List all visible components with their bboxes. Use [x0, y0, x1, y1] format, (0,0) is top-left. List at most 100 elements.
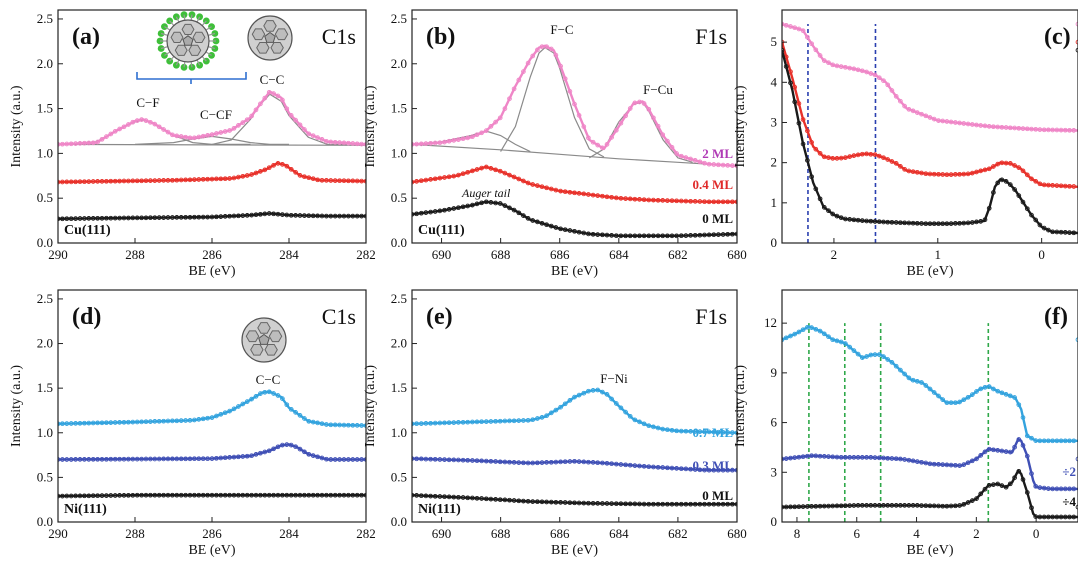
data-point [516, 176, 522, 182]
data-point [651, 464, 656, 470]
bond [207, 46, 216, 50]
data-point [881, 78, 886, 84]
data-point [618, 405, 624, 411]
data-point [218, 130, 224, 135]
data-point [706, 161, 712, 167]
data-point [192, 492, 197, 498]
data-point [843, 155, 848, 160]
data-point [530, 182, 536, 187]
data-point [674, 198, 679, 204]
cage-ring [250, 344, 264, 356]
data-point [192, 214, 197, 220]
cage-ring [170, 31, 184, 43]
data-point [451, 494, 457, 500]
data-point [112, 493, 118, 498]
data-point [240, 401, 246, 407]
data-point [95, 456, 100, 462]
plot-frame [57, 289, 367, 523]
data-point [562, 76, 568, 82]
data-point [479, 200, 484, 206]
y-tick-label: 2.5 [391, 291, 407, 306]
data-point [227, 455, 232, 460]
data-point [148, 178, 153, 183]
fluorine-atom [208, 51, 215, 59]
data-point [809, 41, 814, 47]
data-point [262, 389, 268, 395]
data-point [725, 467, 731, 473]
data-point [688, 198, 693, 204]
data-point [830, 503, 836, 509]
data-point [363, 457, 366, 462]
y-tick-label: 0.5 [391, 190, 407, 205]
data-point [456, 420, 461, 425]
data-point [280, 492, 285, 498]
data-point [889, 503, 895, 508]
data-point [697, 467, 703, 473]
data-point [834, 338, 840, 344]
data-point [315, 213, 320, 219]
data-point [521, 498, 526, 504]
data-point [187, 135, 193, 141]
plot-area [412, 387, 737, 507]
data-point [423, 456, 429, 462]
data-point [986, 483, 992, 488]
data-point [214, 176, 219, 182]
data-point [1037, 485, 1043, 490]
data-point [483, 419, 489, 424]
data-point [112, 178, 118, 184]
data-point [108, 131, 114, 137]
data-point [341, 422, 347, 428]
data-point [196, 134, 202, 140]
data-point [627, 106, 633, 111]
data-point [843, 216, 848, 222]
data-point [507, 459, 512, 465]
data-point [572, 101, 577, 107]
data-point [604, 392, 610, 397]
data-point [783, 335, 789, 341]
data-point [948, 119, 954, 125]
data-point [525, 216, 531, 221]
data-point [437, 457, 443, 462]
cage-ring [256, 42, 270, 54]
x-tick-label: 2 [973, 526, 980, 541]
data-point [623, 409, 628, 415]
data-point [143, 456, 149, 462]
data-point [249, 172, 254, 177]
data-point [231, 125, 237, 131]
data-point [170, 492, 175, 498]
data-point [830, 62, 836, 68]
data-point [121, 124, 127, 130]
series-line [412, 388, 737, 434]
panel-label: (a) [72, 24, 100, 50]
data-point [516, 460, 522, 465]
data-point [240, 492, 246, 498]
data-point [674, 233, 679, 239]
data-point [1003, 179, 1009, 184]
plot-area [782, 21, 1078, 236]
data-point [428, 140, 433, 146]
data-point [1020, 168, 1026, 174]
y-tick-label: 9 [771, 365, 778, 380]
data-point [817, 196, 823, 202]
data-point [535, 460, 540, 466]
data-point [117, 493, 122, 498]
data-point [359, 178, 364, 184]
data-point [826, 60, 831, 66]
data-point [112, 456, 118, 462]
data-point [192, 456, 197, 462]
data-point [830, 337, 836, 343]
data-point [655, 123, 661, 129]
data-point [95, 179, 100, 184]
data-point [68, 493, 74, 499]
x-tick-label: 686 [550, 247, 570, 262]
data-point [187, 492, 193, 498]
data-point [507, 205, 512, 211]
data-point [460, 136, 466, 142]
x-tick-label: 680 [727, 247, 747, 262]
data-point [446, 457, 452, 463]
data-point [442, 420, 447, 426]
data-point [961, 220, 967, 226]
data-point [919, 503, 924, 508]
data-point [205, 456, 210, 462]
data-point [683, 501, 689, 507]
